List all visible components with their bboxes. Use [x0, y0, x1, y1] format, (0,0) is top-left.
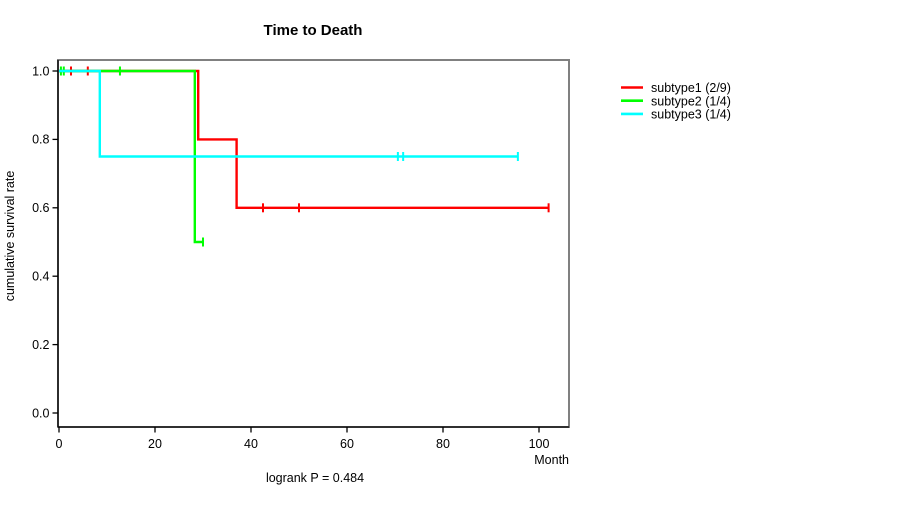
y-axis-label: cumulative survival rate: [3, 171, 17, 302]
x-tick-label: 0: [56, 437, 63, 451]
survival-curve-3: [59, 69, 518, 158]
legend-label-1: subtype1 (2/9): [651, 81, 731, 95]
legend-label-3: subtype3 (1/4): [651, 108, 731, 122]
y-tick-label: 1.0: [32, 64, 49, 78]
logrank-annotation: logrank P = 0.484: [266, 471, 364, 485]
legend: subtype1 (2/9)subtype2 (1/4)subtype3 (1/…: [621, 81, 731, 122]
y-tick-label: 0.8: [32, 133, 49, 147]
chart-title: Time to Death: [264, 22, 363, 39]
x-tick-label: 100: [529, 437, 550, 451]
series-layer: [59, 66, 550, 247]
y-tick-label: 0.4: [32, 270, 49, 284]
survival-curve-1: [59, 69, 549, 209]
legend-label-2: subtype2 (1/4): [651, 94, 731, 108]
axis-ticks-layer: 0 20 40 60 80 100 0.0 0.2 0.4 0.6 0.8 1.0: [32, 64, 549, 451]
y-tick-label: 0.6: [32, 201, 49, 215]
x-tick-label: 40: [244, 437, 258, 451]
x-tick-label: 80: [436, 437, 450, 451]
y-tick-label: 0.0: [32, 406, 49, 420]
x-tick-label: 20: [148, 437, 162, 451]
y-tick-label: 0.2: [32, 338, 49, 352]
x-axis-label: Month: [534, 453, 569, 467]
x-tick-label: 60: [340, 437, 354, 451]
plot-box: [57, 59, 570, 428]
